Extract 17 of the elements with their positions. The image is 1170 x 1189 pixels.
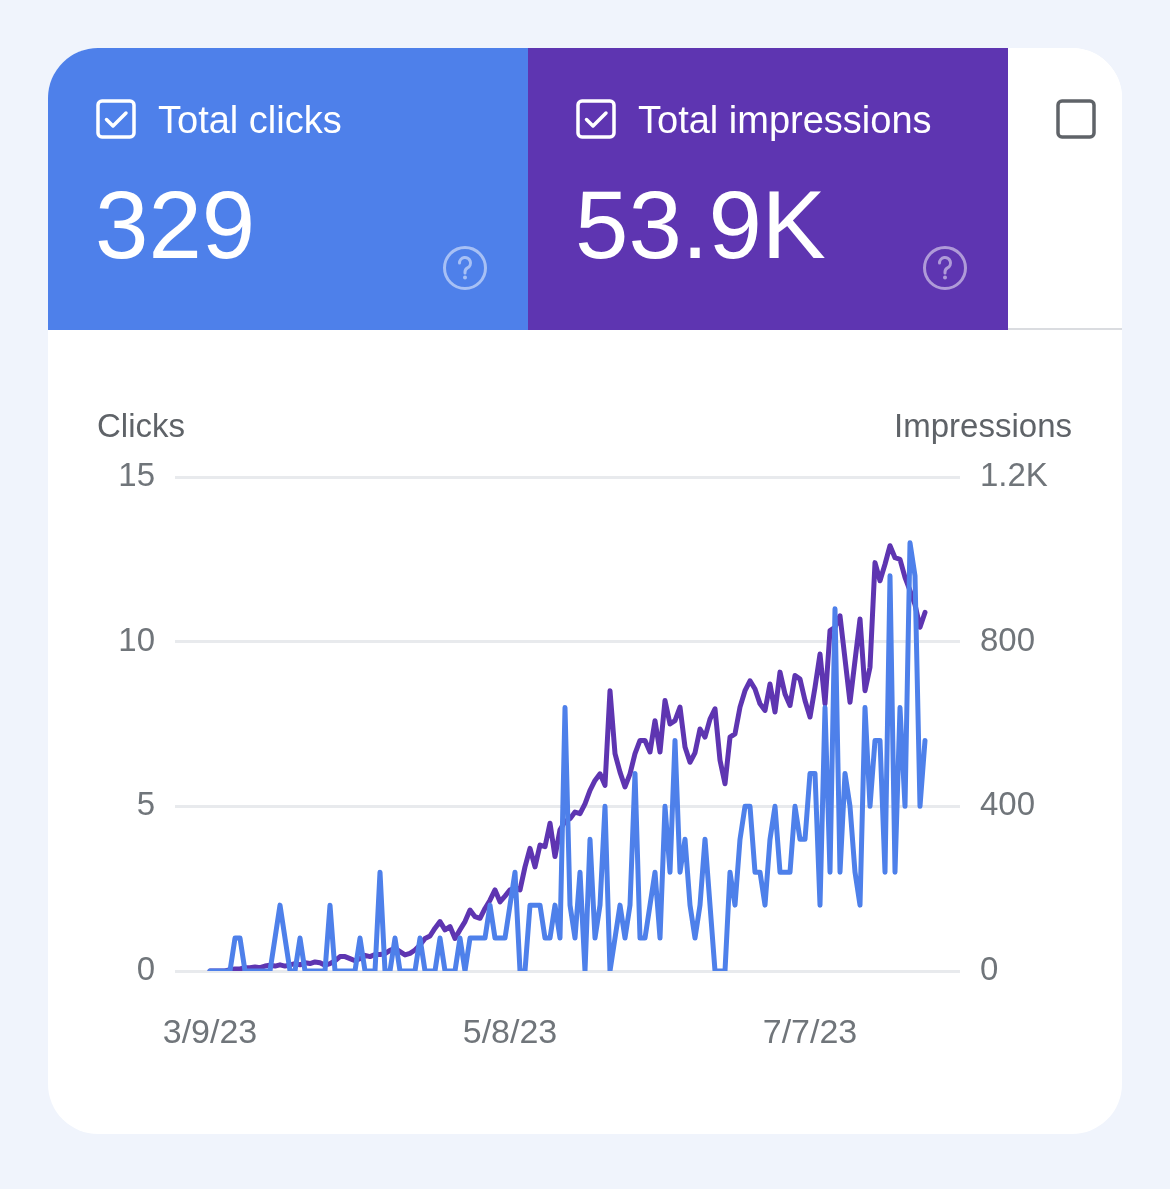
y-tick-label: 15 [118, 456, 155, 494]
y-tick-label: 0 [136, 950, 155, 988]
y-axis-title: Clicks [97, 406, 185, 446]
x-tick-label: 5/8/23 [462, 1011, 558, 1050]
x-tick-label: 3/9/23 [162, 1011, 258, 1050]
y2-axis-title: Impressions [894, 406, 1072, 446]
y2-tick-label: 800 [980, 620, 1036, 658]
legend-label: Total clicks [158, 99, 342, 141]
y2-tick-label: 400 [980, 785, 1036, 823]
text: 53.9K [575, 171, 826, 278]
y2-tick-label: 1.2K [980, 456, 1048, 494]
x-tick-label: 7/7/23 [762, 1011, 858, 1050]
y2-tick-label: 0 [980, 950, 999, 988]
legend-label: Total impressions [638, 99, 932, 141]
y-tick-label: 10 [118, 620, 155, 658]
text: 329 [95, 171, 256, 278]
y-tick-label: 5 [136, 785, 155, 823]
